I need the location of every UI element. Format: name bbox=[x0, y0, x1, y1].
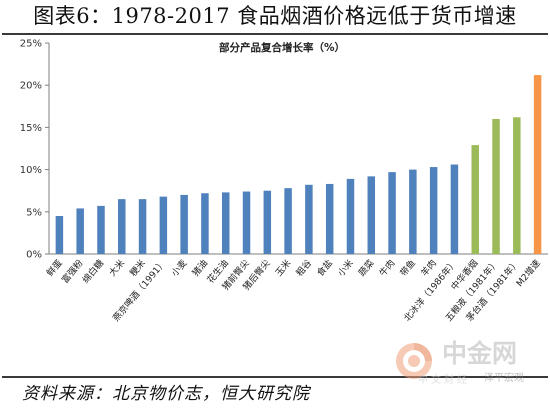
chart-axes: 0% 5% 10% 15% 20% 25% bbox=[20, 39, 548, 261]
watermark-subtitle: 中文财经 bbox=[418, 375, 470, 386]
bar bbox=[284, 188, 292, 254]
category-label: 小麦 bbox=[169, 257, 190, 279]
bar bbox=[492, 118, 500, 255]
bar bbox=[388, 172, 396, 254]
bar bbox=[201, 193, 209, 254]
category-label: 猪油 bbox=[189, 257, 210, 279]
bar bbox=[138, 199, 147, 254]
category-label: 小米 bbox=[335, 257, 356, 279]
category-labels: 鲜蛋富强粉绵白糖 大米 粳米燕京啤酒（1991） 小麦 猪油花生油猪前臀尖猪后臀尖 玉米粗… bbox=[44, 257, 543, 324]
bar bbox=[76, 208, 84, 254]
category-label: 食盐 bbox=[314, 257, 335, 279]
watermark-name: 中金网 bbox=[442, 339, 518, 368]
y-tick-label: 15% bbox=[20, 123, 42, 134]
bar bbox=[471, 145, 479, 254]
category-label: 牛肉 bbox=[377, 257, 398, 279]
bar bbox=[55, 216, 64, 254]
title-divider bbox=[2, 33, 548, 35]
category-label: 富强粉 bbox=[59, 257, 86, 285]
y-tick-label: 5% bbox=[26, 207, 42, 218]
y-tick-label: 0% bbox=[26, 250, 42, 261]
figure-title: 图表6：1978-2017 食品烟酒价格远低于货币增速 bbox=[33, 4, 517, 28]
bar bbox=[97, 205, 105, 254]
bar bbox=[242, 191, 251, 254]
watermark: 中金网 中文财经 泽平宏观 bbox=[388, 338, 548, 390]
category-label: 玉米 bbox=[273, 257, 294, 279]
source-divider bbox=[2, 376, 548, 378]
bar bbox=[180, 194, 188, 254]
category-label: 羊肉 bbox=[418, 257, 439, 279]
category-label: 粳米 bbox=[127, 257, 148, 279]
bar bbox=[409, 169, 417, 254]
bar bbox=[325, 183, 334, 254]
category-label: 绵白糖 bbox=[80, 257, 107, 285]
y-tick-label: 20% bbox=[20, 81, 42, 92]
category-label: 带鱼 bbox=[397, 257, 418, 279]
category-label: 大米 bbox=[106, 257, 127, 279]
category-label: 蔬菜 bbox=[356, 257, 377, 279]
source-note: 资料来源：北京物价志，恒大研究院 bbox=[22, 384, 310, 404]
y-tick-label: 10% bbox=[20, 165, 42, 176]
bar bbox=[429, 167, 438, 254]
bar bbox=[533, 75, 542, 254]
bar bbox=[118, 199, 126, 254]
bar bbox=[263, 190, 272, 254]
category-label: 粗谷 bbox=[293, 257, 314, 279]
watermark-handle: 泽平宏观 bbox=[484, 373, 524, 384]
chart-title: 部分产品复合增长率（%） bbox=[219, 41, 345, 54]
bar bbox=[221, 192, 230, 254]
bar bbox=[346, 178, 355, 254]
bar bbox=[305, 184, 313, 254]
y-tick-label: 25% bbox=[20, 39, 42, 50]
category-label: 鲜蛋 bbox=[44, 257, 65, 279]
bar-series bbox=[55, 75, 542, 255]
bar bbox=[159, 196, 168, 254]
cngold-logo-icon bbox=[396, 343, 432, 379]
bar bbox=[513, 117, 521, 255]
bar bbox=[367, 176, 376, 254]
bar bbox=[450, 164, 459, 254]
